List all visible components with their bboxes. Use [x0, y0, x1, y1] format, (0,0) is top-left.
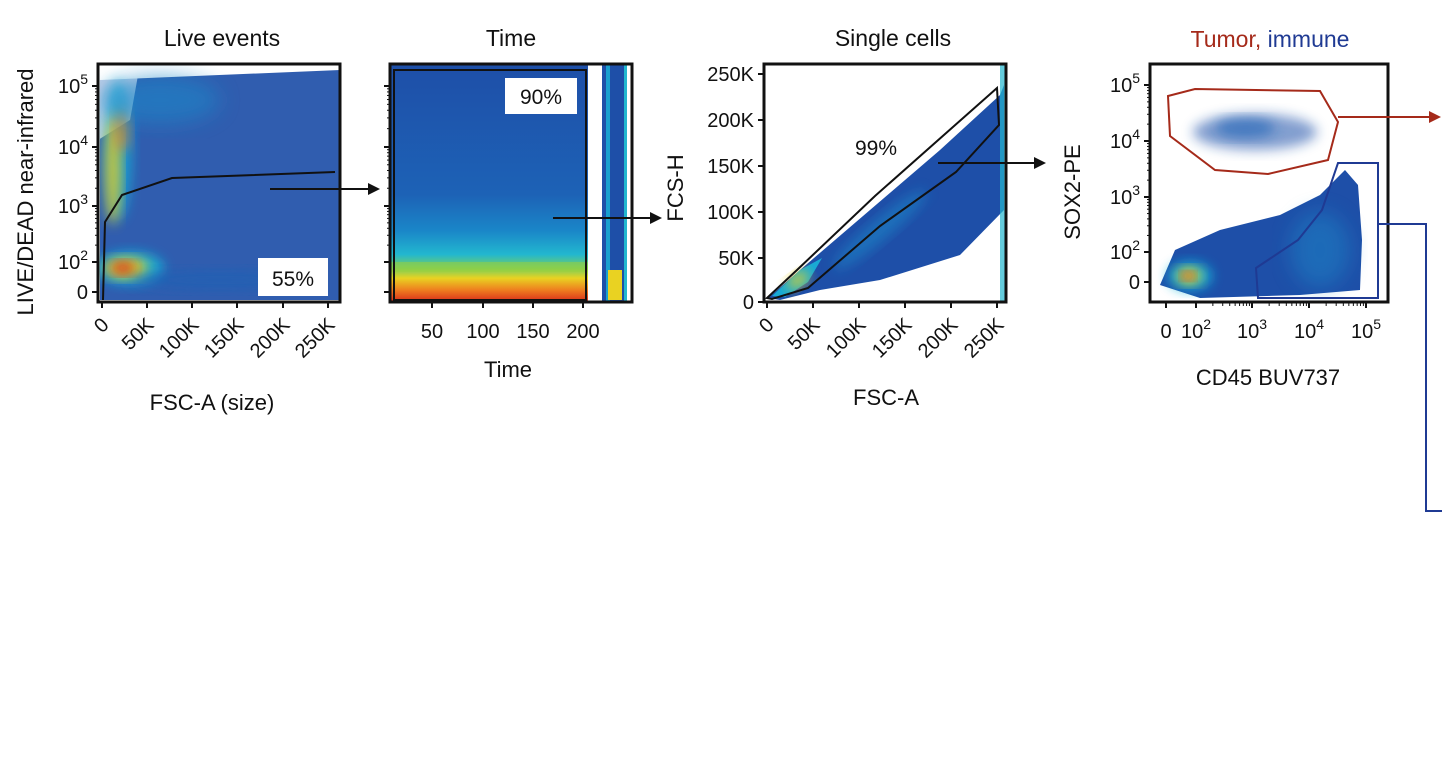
x-tick-label: 100 [466, 321, 499, 343]
y-tick-label: 250K [707, 64, 754, 86]
y-tick-label: 104 [58, 132, 88, 159]
x-tick-label: 250K [960, 314, 1009, 363]
plot-frame [96, 62, 342, 304]
tumor-gate[interactable] [1166, 87, 1340, 176]
x-tick-label: 0 [755, 314, 778, 337]
arrow-head-icon [1429, 111, 1441, 123]
x-tick-label: 200K [246, 314, 295, 363]
y-tick-label: 102 [1110, 237, 1140, 264]
chart-title: Time [486, 25, 536, 51]
x-axis: 50 100 150 200 [421, 302, 600, 343]
chart-title: Live events [164, 25, 280, 51]
y-tick-label: 103 [58, 191, 88, 218]
x-tick-label: 100K [155, 314, 204, 363]
density-plot [1150, 64, 1388, 302]
title-tumor: Tumor, [1191, 26, 1262, 52]
arrow-head-icon [368, 183, 380, 195]
x-tick-label: 103 [1237, 316, 1267, 343]
gate-percent-label: 99% [855, 137, 897, 160]
arrow-head-icon [1034, 157, 1046, 169]
density-plot [98, 64, 340, 302]
title-immune: immune [1268, 26, 1350, 52]
y-tick-label: 200K [707, 110, 754, 132]
gate-polygon[interactable] [764, 85, 1001, 301]
gate-label-box [258, 258, 328, 296]
x-tick-label: 0 [1160, 321, 1171, 343]
chart-title: Tumor, immune [1191, 26, 1350, 52]
x-tick-label: 150 [516, 321, 549, 343]
x-tick-label: 100K [822, 314, 871, 363]
x-tick-label: 50K [784, 314, 825, 355]
immune-gate-arrow [1378, 223, 1442, 512]
x-tick-label: 105 [1351, 316, 1381, 343]
x-tick-label: 0 [90, 314, 113, 337]
x-axis-label: Time [484, 357, 532, 382]
gate-label-box [505, 78, 577, 114]
y-tick-label: 100K [707, 202, 754, 224]
y-tick-label: 105 [1110, 70, 1140, 97]
plot-frame [762, 62, 1008, 304]
y-tick-label: 0 [1129, 272, 1140, 294]
x-tick-label: 150K [200, 314, 249, 363]
y-tick-label: 150K [707, 156, 754, 178]
y-tick-label: 104 [1110, 126, 1140, 153]
y-axis: 0 50K 100K 150K 200K 250K [707, 64, 764, 314]
x-axis-label: FSC-A (size) [150, 390, 275, 415]
y-axis [384, 85, 390, 293]
x-axis-label: CD45 BUV737 [1196, 365, 1340, 390]
immune-gate[interactable] [1254, 162, 1379, 299]
panel-tumor-immune: Tumor, immune 0 102 103 104 105 0 102 103 104 10… [1060, 26, 1390, 390]
x-tick-label: 50K [118, 314, 159, 355]
plot-frame [388, 62, 634, 304]
x-tick-label: 200K [914, 314, 963, 363]
y-tick-label: 105 [58, 71, 88, 98]
y-axis-label: FCS-H [663, 154, 688, 221]
y-axis-label: LIVE/DEAD near-infrared [13, 69, 38, 316]
gate-rectangle[interactable] [393, 69, 587, 301]
chart-title: Single cells [835, 25, 951, 51]
x-tick-label: 104 [1294, 316, 1324, 343]
gate-polygon[interactable] [102, 171, 336, 301]
arrow-head-icon [650, 212, 662, 224]
x-tick-label: 200 [566, 321, 599, 343]
x-axis-label: FSC-A [853, 385, 919, 410]
y-tick-label: 0 [743, 292, 754, 314]
y-axis-label: SOX2-PE [1060, 144, 1085, 239]
panel-time: Time 90% 50 100 150 200 Time [384, 25, 634, 382]
y-tick-label: 50K [718, 248, 754, 270]
x-tick-label: 250K [291, 314, 340, 363]
gate-percent-label: 90% [520, 86, 562, 109]
x-tick-label: 150K [868, 314, 917, 363]
gate-percent-label: 55% [272, 268, 314, 291]
y-tick-label: 102 [58, 247, 88, 274]
y-axis: 0 102 103 104 105 [58, 71, 98, 304]
x-tick-label: 102 [1181, 316, 1211, 343]
x-tick-label: 50 [421, 321, 443, 343]
x-axis: 0 102 103 104 105 [1160, 302, 1381, 343]
y-tick-label: 0 [77, 282, 88, 304]
y-axis: 0 102 103 104 105 [1110, 70, 1150, 294]
y-tick-label: 103 [1110, 182, 1140, 209]
